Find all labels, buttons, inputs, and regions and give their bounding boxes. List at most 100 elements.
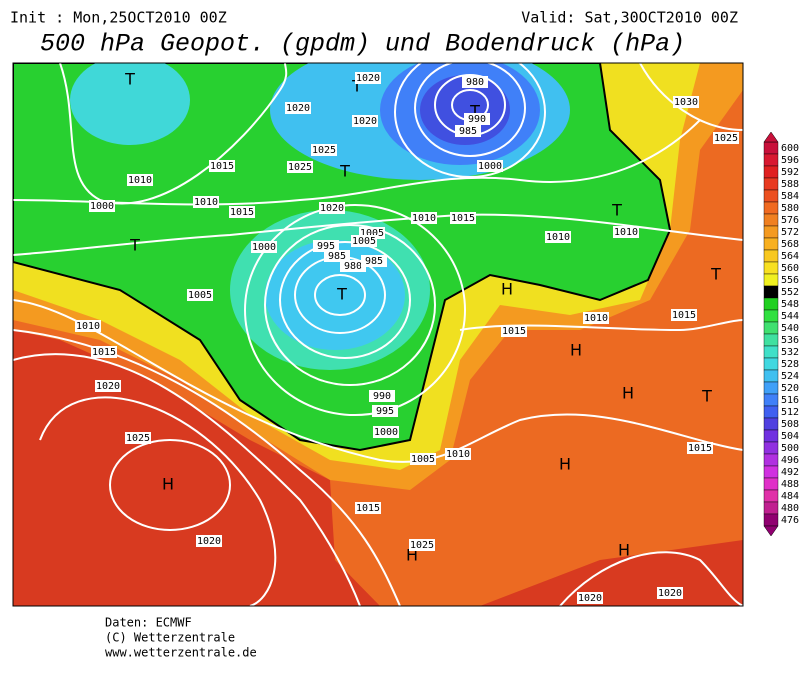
footer-url: www.wetterzentrale.de — [105, 646, 257, 660]
isobar-label: 1010 — [584, 313, 608, 324]
isobar-label: 1025 — [714, 133, 738, 144]
isobar — [39, 396, 277, 606]
isobar-label: 1015 — [210, 161, 234, 172]
colorbar-cell — [763, 321, 779, 335]
pressure-center: T — [336, 285, 347, 304]
colorbar-label: 540 — [781, 323, 799, 334]
colorbar-label: 480 — [781, 503, 799, 514]
isobar-label: 1005 — [188, 290, 212, 301]
colorbar-label: 552 — [781, 287, 799, 298]
isobar-label: 1020 — [658, 588, 682, 599]
colorbar-label: 532 — [781, 347, 799, 358]
isobar-label: 990 — [373, 391, 391, 402]
isobar-label-bg — [324, 250, 350, 262]
isobar — [109, 439, 231, 531]
footer-copyright: (C) Wetterzentrale — [105, 631, 235, 645]
isobar-label: 1020 — [197, 536, 221, 547]
colorbar-cell — [763, 345, 779, 359]
colorbar-label: 576 — [781, 215, 799, 226]
colorbar-cell — [763, 225, 779, 239]
colorbar-label: 524 — [781, 371, 799, 382]
colorbar-cell — [763, 513, 779, 527]
isobar-label-bg — [209, 160, 235, 172]
isobar-label-bg — [410, 453, 436, 465]
isobar-label-bg — [411, 212, 437, 224]
colorbar-label: 544 — [781, 311, 799, 322]
isobar-label: 1010 — [412, 213, 436, 224]
init-time: Init : Mon,25OCT2010 00Z — [10, 9, 227, 27]
isobar-label: 990 — [468, 114, 486, 125]
isobar — [639, 63, 743, 131]
isobar-label-bg — [545, 231, 571, 243]
isobar-label: 1015 — [672, 310, 696, 321]
isobar-label-bg — [319, 202, 345, 214]
isobar — [264, 224, 436, 386]
isobar-label-bg — [89, 200, 115, 212]
colorbar-label: 572 — [781, 227, 799, 238]
isobar-label-bg — [75, 320, 101, 332]
isobar-label: 1020 — [353, 116, 377, 127]
isobar-label: 1030 — [674, 97, 698, 108]
isobars — [13, 63, 743, 606]
colorbar-label: 516 — [781, 395, 799, 406]
colorbar-label: 496 — [781, 455, 799, 466]
colorbar-cell — [763, 309, 779, 323]
colorbar-cell — [763, 501, 779, 515]
colorbar-label: 500 — [781, 443, 799, 454]
isobar-label: 1005 — [360, 228, 384, 239]
isobar-label-bg — [373, 426, 399, 438]
colorbar-cell — [763, 261, 779, 275]
colorbar-cap — [763, 131, 779, 143]
isobar — [414, 63, 526, 157]
isobar-label: 1005 — [411, 454, 435, 465]
colorbar-cell — [763, 297, 779, 311]
colorbar-cell — [763, 381, 779, 395]
map-labels: TTTTTTTTTTHHHHHHH10209801020102099098510… — [75, 70, 739, 604]
isobar-label-bg — [193, 196, 219, 208]
isobar-label: 1000 — [90, 201, 114, 212]
isobar-label-bg — [613, 226, 639, 238]
colorbar-cell — [763, 273, 779, 287]
colorbar-label: 584 — [781, 191, 799, 202]
isobar-label-bg — [285, 102, 311, 114]
colorbar-label: 580 — [781, 203, 799, 214]
isobar-label: 1005 — [352, 236, 376, 247]
map-title: 500 hPa Geopot. (gpdm) und Bodendruck (h… — [40, 30, 685, 59]
isobar-label-bg — [95, 380, 121, 392]
colorbar-label: 600 — [781, 143, 799, 154]
isobar-label: 1025 — [288, 162, 312, 173]
isobar-label-bg — [501, 325, 527, 337]
colorbar-cell — [763, 249, 779, 263]
isobar-label: 985 — [365, 256, 383, 267]
pressure-center: T — [129, 236, 140, 255]
isobar-label-bg — [313, 240, 339, 252]
colorbar-label: 484 — [781, 491, 799, 502]
colorbar-label: 548 — [781, 299, 799, 310]
colorbar-label: 528 — [781, 359, 799, 370]
isobar-label: 1015 — [92, 347, 116, 358]
colorbar-cell — [763, 237, 779, 251]
isobar-label: 1020 — [320, 203, 344, 214]
isobar-label-bg — [583, 312, 609, 324]
colorbar-cell — [763, 489, 779, 503]
isobar-label-bg — [671, 309, 697, 321]
isobar-label: 1015 — [502, 326, 526, 337]
colorbar-cell — [763, 357, 779, 371]
isobar-label-bg — [311, 144, 337, 156]
colorbar-cell — [763, 285, 779, 299]
isobar — [13, 353, 361, 606]
colorbar-label: 568 — [781, 239, 799, 250]
colorbar-cell — [763, 189, 779, 203]
pressure-center: H — [501, 280, 513, 299]
isobar-label-bg — [355, 72, 381, 84]
isobar-label: 1020 — [286, 103, 310, 114]
isobar-label-bg — [464, 113, 490, 125]
isobar-label-bg — [287, 161, 313, 173]
isobar — [559, 551, 743, 606]
colorbar-label: 488 — [781, 479, 799, 490]
colorbar-cap — [763, 525, 779, 537]
isobar-label-bg — [673, 96, 699, 108]
isobar-label: 1015 — [688, 443, 712, 454]
colorbar-label: 508 — [781, 419, 799, 430]
colorbar-cell — [763, 477, 779, 491]
